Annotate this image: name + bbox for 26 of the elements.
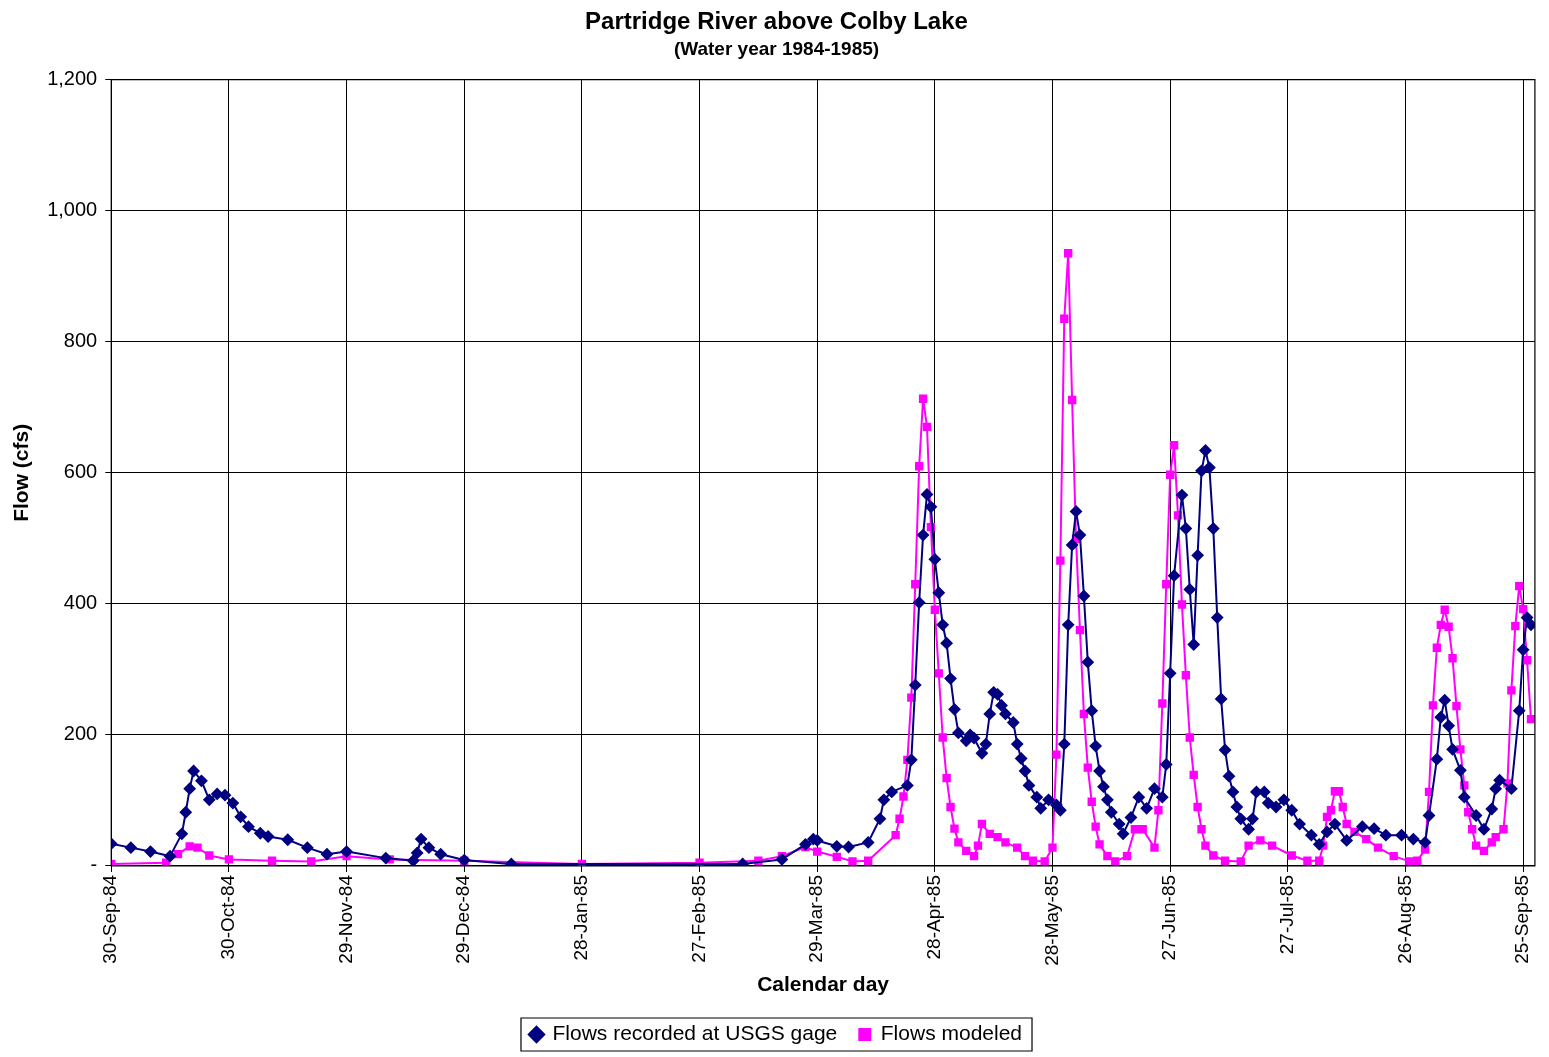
x-tick-label: 27-Jul-85 bbox=[1276, 874, 1298, 955]
x-tick-label: 30-Sep-84 bbox=[99, 874, 121, 964]
x-tick-label: 30-Oct-84 bbox=[217, 874, 239, 960]
y-tick-label: - bbox=[90, 853, 98, 876]
x-tick-label: 27-Jun-85 bbox=[1158, 874, 1180, 961]
x-tick-label: 29-Nov-84 bbox=[334, 874, 356, 964]
x-tick-label: 29-Dec-84 bbox=[452, 874, 474, 964]
y-tick-label: 200 bbox=[63, 722, 98, 745]
y-tick-label: 1,200 bbox=[47, 67, 98, 90]
chart-title: Partridge River above Colby Lake bbox=[585, 7, 968, 35]
legend-label: Flows modeled bbox=[880, 1021, 1023, 1045]
x-tick-label: 28-Apr-85 bbox=[923, 874, 945, 960]
chart-subtitle: (Water year 1984-1985) bbox=[673, 38, 880, 60]
legend-label: Flows recorded at USGS gage bbox=[552, 1021, 838, 1045]
x-tick-label: 29-Mar-85 bbox=[805, 874, 827, 963]
x-tick-label: 27-Feb-85 bbox=[687, 874, 709, 963]
x-tick-label: 25-Sep-85 bbox=[1511, 874, 1533, 964]
y-axis-title: Flow (cfs) bbox=[9, 423, 33, 522]
y-tick-label: 400 bbox=[63, 591, 98, 614]
x-tick-label: 28-May-85 bbox=[1040, 874, 1062, 966]
x-axis-title: Calendar day bbox=[757, 972, 890, 996]
y-tick-label: 800 bbox=[63, 329, 98, 352]
y-tick-label: 1,000 bbox=[47, 198, 98, 221]
y-tick-label: 600 bbox=[63, 460, 98, 483]
x-tick-label: 26-Aug-85 bbox=[1393, 874, 1415, 964]
x-tick-label: 28-Jan-85 bbox=[570, 874, 592, 961]
